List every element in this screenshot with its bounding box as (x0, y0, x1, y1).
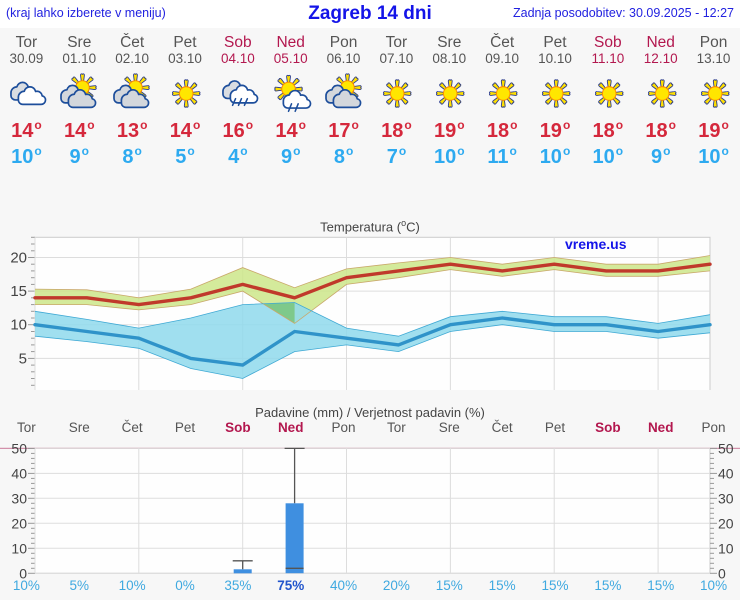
svg-text:20: 20 (10, 250, 27, 267)
svg-text:10: 10 (10, 317, 27, 334)
svg-text:5: 5 (19, 350, 27, 367)
svg-text:15: 15 (10, 283, 27, 300)
svg-text:vreme.us: vreme.us (565, 236, 627, 252)
